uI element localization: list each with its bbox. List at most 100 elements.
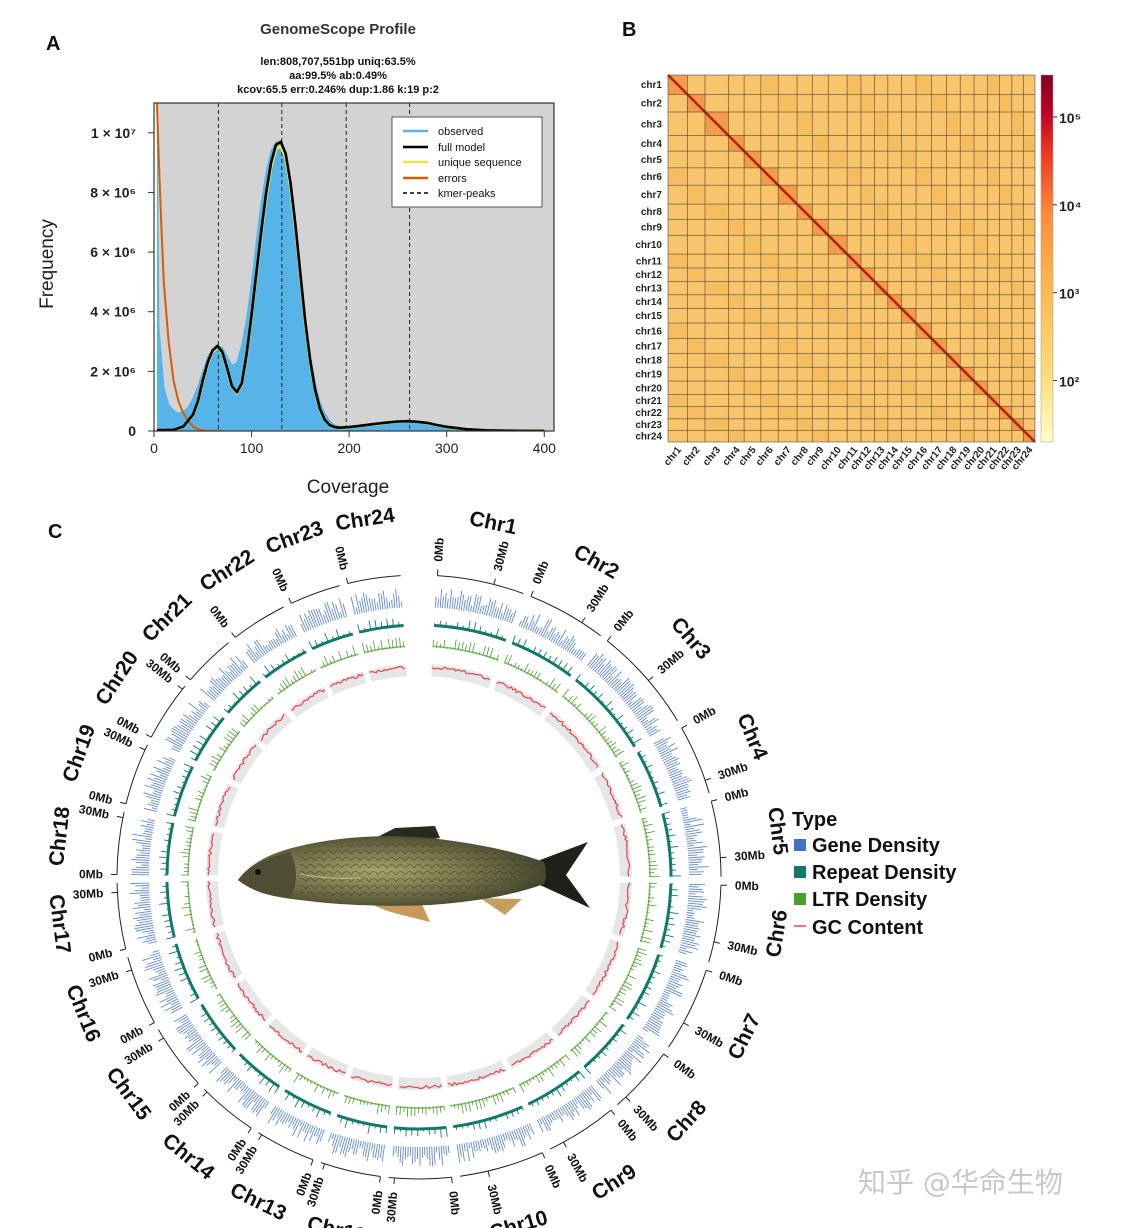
- gene-density-track: [653, 736, 693, 801]
- repeat-density-spikes: [308, 629, 351, 650]
- panel-label-a: A: [46, 33, 60, 55]
- ideogram-tick: [610, 1109, 616, 1116]
- gc-content-band: [206, 831, 223, 876]
- heatmap-row-label: chr4: [641, 139, 663, 150]
- heatmap-cell: [813, 152, 828, 167]
- heatmap-cell: [813, 309, 828, 323]
- chromosome-label: Chr14: [158, 1129, 219, 1185]
- gene-density-track: [328, 1132, 385, 1162]
- heatmap-cell: [745, 282, 760, 294]
- heatmap-cell: [745, 255, 760, 267]
- heatmap-cell: [745, 407, 760, 418]
- chromosome-label: Chr21: [138, 588, 197, 646]
- heatmap-cell: [1024, 136, 1034, 151]
- heatmap-cell: [888, 419, 901, 430]
- heatmap-cell: [848, 295, 860, 308]
- gene-density-track: [131, 818, 155, 876]
- y-tick-label: 0: [128, 423, 136, 439]
- heatmap-cell: [688, 295, 704, 308]
- repeat-density-spikes: [455, 1105, 524, 1130]
- gc-content-line: [329, 673, 364, 688]
- heatmap-cell: [798, 168, 812, 185]
- gc-content-band: [493, 679, 548, 717]
- heatmap-cell: [947, 255, 960, 267]
- heatmap-cell: [779, 295, 797, 308]
- repeat-density-spikes: [166, 763, 194, 817]
- heatmap-cell: [947, 186, 960, 204]
- gene-density-track: [680, 807, 709, 875]
- heatmap-cell: [917, 168, 931, 185]
- ideogram-tick-label: 0Mb: [530, 559, 552, 586]
- heatmap-cell: [813, 255, 828, 267]
- heatmap-cell: [829, 419, 847, 430]
- heatmap-cell: [705, 431, 728, 441]
- heatmap-cell: [902, 186, 916, 204]
- repeat-density-spikes: [637, 750, 668, 806]
- heatmap-cell: [947, 76, 960, 94]
- x-tick-label: 100: [240, 440, 264, 456]
- heatmap-cell: [902, 295, 916, 308]
- heatmap-cell: [975, 295, 987, 308]
- heatmap-cell: [848, 431, 860, 441]
- heatmap-cell: [1012, 368, 1023, 381]
- heatmap-cell: [932, 295, 946, 308]
- legend-label-full-model: full model: [438, 142, 485, 154]
- heatmap-cell: [779, 220, 797, 235]
- gc-content-band: [257, 711, 293, 746]
- gene-density-track: [141, 950, 183, 1014]
- heatmap-cell: [902, 354, 916, 367]
- heatmap-cell: [861, 186, 874, 204]
- heatmap-cell: [932, 431, 946, 441]
- heatmap-cell: [669, 309, 687, 323]
- gc-content-band: [544, 710, 602, 774]
- ideogram-tick: [451, 1177, 453, 1184]
- heatmap-cell: [902, 76, 916, 94]
- ltr-density-track: [619, 762, 642, 814]
- heatmap-cell: [947, 368, 960, 381]
- heatmap-cell: [902, 395, 916, 406]
- ideogram-arc: [681, 727, 710, 794]
- heatmap-cell: [669, 419, 687, 430]
- ideogram-tick-label: 0Mb: [611, 607, 637, 634]
- heatmap-cell: [917, 136, 931, 151]
- heatmap-cell: [917, 112, 931, 135]
- colorbar-tick-label: 10⁴: [1059, 198, 1082, 214]
- gene-density-track: [129, 882, 157, 944]
- ideogram-arc: [127, 957, 155, 1023]
- heatmap-cell: [1012, 205, 1023, 219]
- heatmap-cell: [875, 168, 887, 185]
- heatmap-cell: [902, 268, 916, 281]
- heatmap-cell: [798, 395, 812, 406]
- heatmap-cell: [875, 152, 887, 167]
- heatmap-cell: [829, 282, 847, 294]
- heatmap-cell: [1012, 354, 1023, 367]
- heatmap-cell: [705, 220, 728, 235]
- gene-density-track: [143, 756, 176, 813]
- legend-c-swatch-repeat: [794, 866, 806, 878]
- heatmap-cell: [813, 419, 828, 430]
- heatmap-cell: [975, 236, 987, 254]
- heatmap-cell: [961, 255, 974, 267]
- gene-density-track: [435, 588, 517, 624]
- heatmap-cell: [669, 205, 687, 219]
- gc-content-band: [593, 771, 624, 822]
- heatmap-cell: [917, 268, 931, 281]
- heatmap-cell: [813, 282, 828, 294]
- heatmap-row-label: chr8: [641, 207, 663, 218]
- heatmap-cell: [1012, 324, 1023, 338]
- gc-content-line: [233, 744, 257, 781]
- ideogram-tick-label: 30Mb: [583, 581, 611, 614]
- heatmap-cell: [917, 339, 931, 353]
- ltr-density-spikes: [180, 826, 195, 876]
- heatmap-cell: [947, 95, 960, 111]
- ideogram-tick-label: 0Mb: [542, 1163, 565, 1191]
- heatmap-cell: [813, 236, 828, 254]
- ideogram-arc: [530, 596, 601, 637]
- heatmap-cell: [669, 368, 687, 381]
- heatmap-cell: [861, 95, 874, 111]
- heatmap-cell: [729, 76, 744, 94]
- heatmap-cell: [861, 136, 874, 151]
- heatmap-cell: [813, 268, 828, 281]
- heatmap-cell: [888, 152, 901, 167]
- heatmap-cell: [688, 368, 704, 381]
